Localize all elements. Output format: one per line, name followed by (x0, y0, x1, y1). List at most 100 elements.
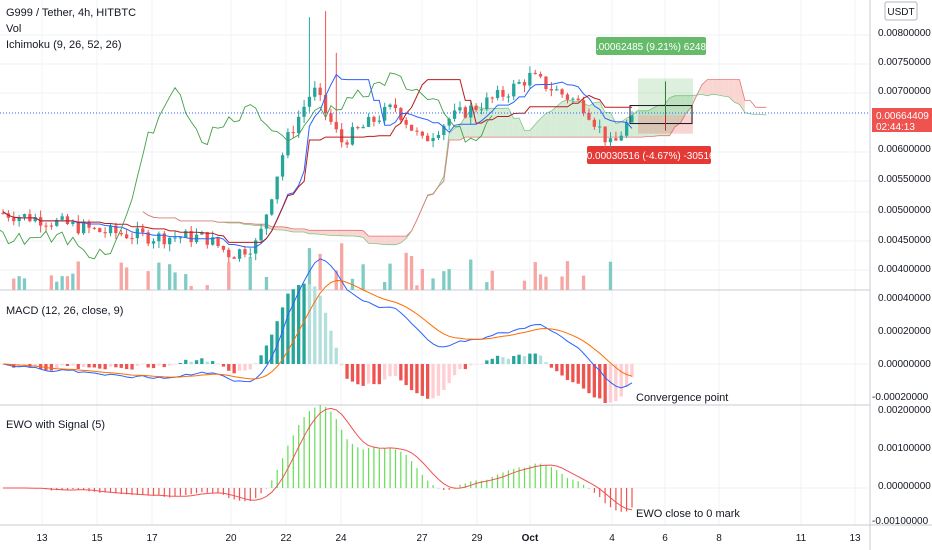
current-price-value: 0.00664409 (876, 111, 929, 122)
macd-histogram-bar (98, 364, 102, 369)
volume-bar (248, 257, 252, 290)
price-axis[interactable]: 0.00800000 0.00750000 0.00700000 0.00600… (878, 28, 931, 275)
cloud-segment (395, 236, 401, 245)
macd-histogram-bar (189, 361, 193, 364)
macd-histogram-bar (372, 364, 376, 385)
macd-histogram-bar (135, 364, 139, 366)
currency-badge-label: USDT (887, 7, 914, 18)
macd-histogram-bar (60, 364, 64, 366)
macd-histogram-bar (71, 364, 75, 366)
macd-histogram-bar (366, 364, 371, 384)
candle-body (216, 237, 220, 246)
volume-bar (125, 267, 129, 290)
candle-body (452, 110, 457, 119)
volume-bar (388, 263, 392, 290)
time-tick: 6 (662, 533, 668, 544)
macd-histogram-bar (495, 355, 500, 364)
candle-body (270, 199, 274, 215)
cloud-segment (567, 99, 573, 138)
cloud-segment (594, 102, 600, 138)
candle-body (608, 138, 613, 143)
macd-histogram-bar (549, 364, 553, 368)
cloud-segment (503, 108, 509, 138)
candle-body (17, 217, 21, 222)
macd-histogram-bar (151, 364, 156, 369)
currency-badge[interactable]: USDT (884, 1, 918, 21)
candle-body (243, 249, 247, 255)
candle-body (447, 118, 451, 126)
volume-bar (485, 282, 489, 290)
candle-body (280, 155, 285, 177)
candle-body (119, 233, 123, 235)
ewo-tick: 0.00200000 (878, 405, 931, 416)
macd-histogram-bar (501, 357, 505, 364)
candle-body (189, 231, 193, 243)
macd-tick: 0.00020000 (878, 326, 931, 337)
cloud-segment (330, 230, 337, 236)
countdown-timer: 02:44:13 (876, 122, 915, 133)
volume-bar (565, 261, 570, 290)
cloud-segment (610, 112, 616, 138)
candle-body (71, 221, 75, 224)
time-axis[interactable]: 13 15 17 20 22 24 27 29 Oct 4 6 8 11 13 (36, 533, 861, 544)
macd-histogram-bar (608, 364, 613, 403)
volume-bar (76, 261, 80, 290)
volume-bar (544, 276, 548, 290)
candle-body (200, 232, 204, 235)
candle-body (409, 124, 414, 131)
ewo-annotation: EWO close to 0 mark (636, 508, 740, 520)
cloud-segment (513, 118, 520, 138)
cloud-segment (476, 105, 482, 138)
macd-histogram-bar (227, 364, 231, 371)
macd-axis[interactable]: 0.00040000 0.00020000 0.00000000 -0.0002… (872, 293, 931, 403)
macd-histogram-bar (248, 364, 252, 370)
macd-histogram-bar (533, 353, 537, 364)
macd-histogram-bar (82, 364, 86, 367)
macd-histogram-bar (146, 364, 150, 368)
macd-histogram-bar (1, 364, 5, 365)
ewo-signal-line (3, 407, 633, 511)
cloud-segment (615, 121, 622, 138)
macd-histogram-bar (603, 364, 607, 403)
volume-bar (264, 277, 269, 290)
macd-histogram-bar (232, 364, 236, 374)
volume-bar (307, 248, 312, 290)
volume-bar (184, 274, 188, 290)
volume-bar (447, 269, 451, 290)
current-price-label: 0.00664409 02:44:13 (872, 108, 932, 133)
cloud-segment (320, 230, 326, 235)
ewo-tick: 0.00100000 (878, 443, 931, 454)
candle-body (323, 94, 328, 114)
volume-bar (533, 262, 537, 290)
time-tick: 15 (91, 533, 103, 544)
ewo-axis[interactable]: 0.00200000 0.00100000 0.00000000 -0.0010… (872, 405, 931, 527)
cloud-segment (718, 79, 724, 97)
price-tick: 0.00700000 (878, 86, 931, 97)
cloud-segment (449, 128, 455, 140)
macd-histogram-bar (458, 364, 462, 370)
target-label-bg (596, 37, 706, 55)
candle-body (49, 225, 53, 227)
volume-bar (581, 275, 586, 290)
candle-body (211, 237, 215, 245)
candle-body (426, 135, 430, 142)
volume-bar (538, 274, 543, 290)
ichimoku-cloud (142, 79, 767, 246)
macd-histogram-bar (409, 364, 414, 391)
macd-histogram-bar (463, 364, 467, 370)
macd-histogram-bar (211, 361, 215, 364)
candle-body (598, 126, 602, 128)
macd-histogram-bar (528, 353, 532, 364)
candle-body (329, 113, 333, 122)
volume-bar (340, 243, 344, 290)
macd-histogram-bar (345, 364, 349, 379)
cloud-segment (540, 113, 546, 138)
long-position-tool[interactable]: 0.00062485 (9.21%) 62485 -0.00030516 (-4.… (583, 37, 715, 164)
macd-histogram-bar (565, 364, 570, 380)
cloud-segment (314, 230, 321, 235)
cloud-segment (556, 101, 563, 138)
candle-body (125, 234, 129, 239)
candle-body (173, 237, 177, 239)
macd-histogram-bar (592, 364, 596, 398)
